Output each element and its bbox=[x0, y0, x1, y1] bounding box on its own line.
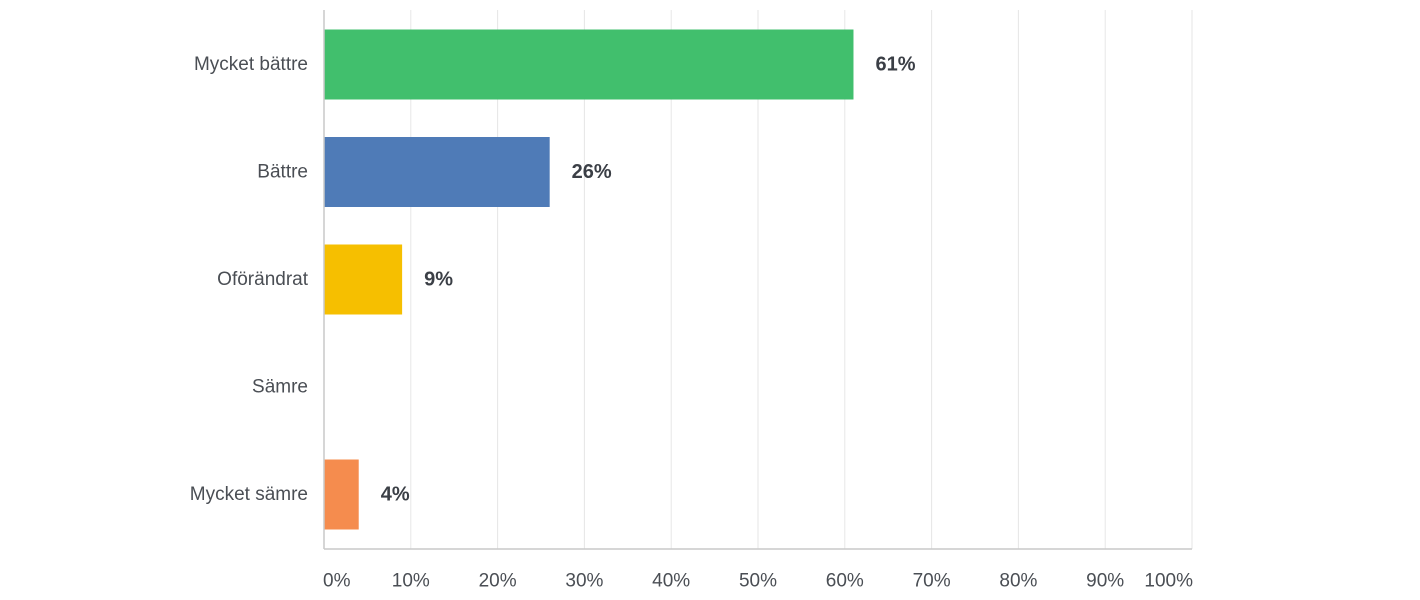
x-tick-label-90: 90% bbox=[1086, 571, 1124, 592]
x-tick-label-80: 80% bbox=[999, 571, 1037, 592]
x-tick-label-10: 10% bbox=[392, 571, 430, 592]
category-label-samre: Sämre bbox=[252, 377, 308, 398]
category-label-battre: Bättre bbox=[257, 162, 308, 183]
labels: Mycket bättre 61% Bättre 26% Oförändrat 9% Säm… bbox=[190, 54, 1193, 592]
x-tick-label-0: 0% bbox=[323, 571, 351, 592]
value-label-mycket-samre: 4% bbox=[381, 484, 410, 506]
bar-battre bbox=[324, 137, 550, 207]
x-tick-label-30: 30% bbox=[565, 571, 603, 592]
value-label-battre: 26% bbox=[572, 161, 612, 183]
bar-mycket-samre bbox=[324, 459, 359, 530]
x-tick-label-40: 40% bbox=[652, 571, 690, 592]
bar-oforandrat bbox=[324, 244, 403, 315]
x-tick-label-70: 70% bbox=[913, 571, 951, 592]
bars bbox=[324, 29, 854, 530]
axes bbox=[323, 10, 1192, 550]
category-label-oforandrat: Oförändrat bbox=[217, 269, 309, 290]
x-tick-label-100: 100% bbox=[1144, 571, 1193, 592]
category-label-mycket-battre: Mycket bättre bbox=[194, 54, 308, 75]
x-tick-label-20: 20% bbox=[479, 571, 517, 592]
category-label-mycket-samre: Mycket sämre bbox=[190, 484, 308, 505]
gridlines bbox=[410, 10, 1193, 549]
x-tick-label-50: 50% bbox=[739, 571, 777, 592]
bar-mycket-battre bbox=[324, 29, 854, 100]
x-tick-label-60: 60% bbox=[826, 571, 864, 592]
value-label-oforandrat: 9% bbox=[424, 269, 453, 291]
value-label-mycket-battre: 61% bbox=[875, 54, 915, 76]
